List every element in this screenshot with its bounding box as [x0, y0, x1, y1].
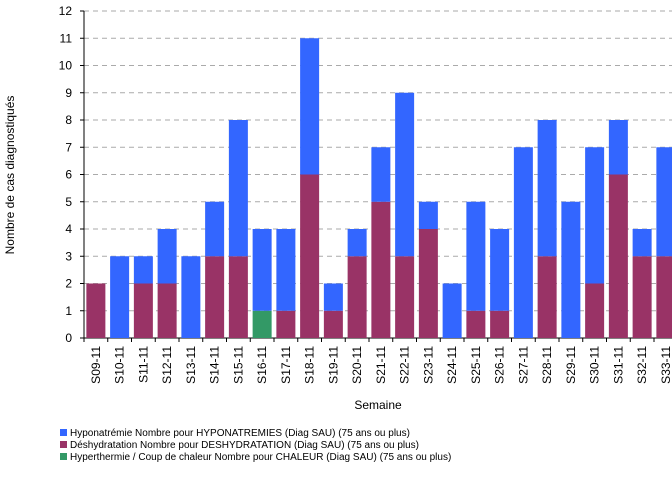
y-tick-label: 7	[65, 140, 72, 154]
bar-segment	[585, 147, 605, 284]
x-tick-label: S28-11	[540, 346, 554, 384]
bar-segment	[466, 310, 486, 338]
legend-label: Déshydratation Nombre pour DESHYDRATATIO…	[70, 440, 419, 451]
bar-segment	[157, 229, 177, 284]
x-axis-label: Semaine	[354, 398, 402, 412]
bar-segment	[110, 256, 130, 338]
x-tick-label: S17-11	[279, 346, 293, 384]
bar-segment	[157, 283, 177, 338]
x-tick-label: S22-11	[398, 346, 412, 384]
x-tick-label: S25-11	[469, 346, 483, 384]
x-tick-label: S23-11	[421, 346, 435, 384]
bar-segment	[323, 310, 343, 338]
x-tick-label: S33-11	[659, 346, 672, 384]
bar-segment	[133, 256, 153, 284]
legend-label: Hyperthermie / Coup de chaleur Nombre po…	[70, 452, 451, 463]
bar-segment	[442, 283, 462, 338]
bar-segment	[276, 229, 296, 311]
bar-segment	[300, 174, 320, 338]
bar-segment	[323, 283, 343, 311]
y-tick-label: 3	[65, 249, 72, 263]
y-tick-label: 6	[65, 168, 72, 182]
bar-segment	[395, 256, 415, 338]
bar-segment	[585, 283, 605, 338]
bar-segment	[466, 201, 486, 311]
bar-segment	[395, 92, 415, 257]
bar-segment	[347, 229, 367, 257]
legend-label: Hyponatrémie Nombre pour HYPONATREMIES (…	[70, 428, 410, 439]
bar-segment	[418, 229, 438, 338]
x-tick-label: S11-11	[136, 346, 150, 383]
bar-segment	[632, 229, 652, 257]
y-tick-label: 10	[59, 59, 73, 73]
x-tick-label: S26-11	[493, 346, 507, 384]
x-tick-label: S19-11	[326, 346, 340, 384]
bar-segment	[181, 256, 201, 338]
bar-segment	[561, 201, 581, 338]
x-tick-label: S21-11	[374, 346, 388, 384]
x-tick-label: S20-11	[350, 346, 364, 384]
bar-segment	[371, 201, 391, 338]
x-tick-label: S32-11	[635, 346, 649, 384]
x-tick-label: S30-11	[588, 346, 602, 384]
bar-segment	[418, 201, 438, 229]
bar-segment	[632, 256, 652, 338]
bar-segment	[490, 229, 510, 311]
y-tick-label: 8	[65, 113, 72, 127]
bar-segment	[513, 147, 533, 338]
bar-segment	[276, 310, 296, 338]
x-tick-label: S12-11	[160, 346, 174, 384]
bar-segment	[371, 147, 391, 202]
bar-segment	[347, 256, 367, 338]
bar-segment	[608, 174, 628, 338]
bar-segment	[205, 256, 225, 338]
x-tick-label: S14-11	[208, 346, 222, 384]
y-tick-label: 1	[65, 304, 72, 318]
bar-segment	[252, 229, 272, 311]
y-tick-label: 11	[60, 31, 73, 45]
y-tick-label: 0	[65, 331, 72, 345]
y-tick-label: 12	[59, 4, 73, 18]
x-tick-label: S16-11	[255, 346, 269, 384]
x-tick-label: S09-11	[89, 346, 103, 384]
y-tick-label: 5	[65, 195, 72, 209]
x-tick-label: S18-11	[303, 346, 317, 384]
bar-segment	[608, 120, 628, 175]
y-axis-label: Nombre de cas diagnostiqués	[3, 96, 17, 255]
bar-segment	[205, 201, 225, 257]
bar-segment	[300, 38, 320, 175]
bar-segment	[228, 256, 248, 338]
x-tick-label: S29-11	[564, 346, 578, 384]
x-tick-label: S15-11	[231, 346, 245, 384]
x-tick-label: S31-11	[611, 346, 625, 384]
bar-segment	[537, 120, 557, 257]
bar-segment	[656, 256, 672, 338]
x-tick-label: S10-11	[113, 346, 127, 384]
bar-segment	[86, 283, 106, 338]
bar-segment	[252, 310, 272, 338]
bar-segment	[133, 283, 153, 338]
bar-segment	[656, 147, 672, 257]
y-tick-label: 2	[65, 277, 72, 291]
bar-segment	[490, 310, 510, 338]
y-tick-label: 4	[65, 222, 72, 236]
bar-segment	[228, 120, 248, 257]
x-tick-label: S13-11	[184, 346, 198, 384]
x-tick-label: S27-11	[516, 346, 530, 384]
legend-swatch	[60, 429, 67, 436]
legend-swatch	[60, 441, 67, 448]
bar-segment	[537, 256, 557, 338]
y-tick-label: 9	[65, 86, 72, 100]
x-tick-label: S24-11	[445, 346, 459, 384]
legend-swatch	[60, 453, 67, 460]
